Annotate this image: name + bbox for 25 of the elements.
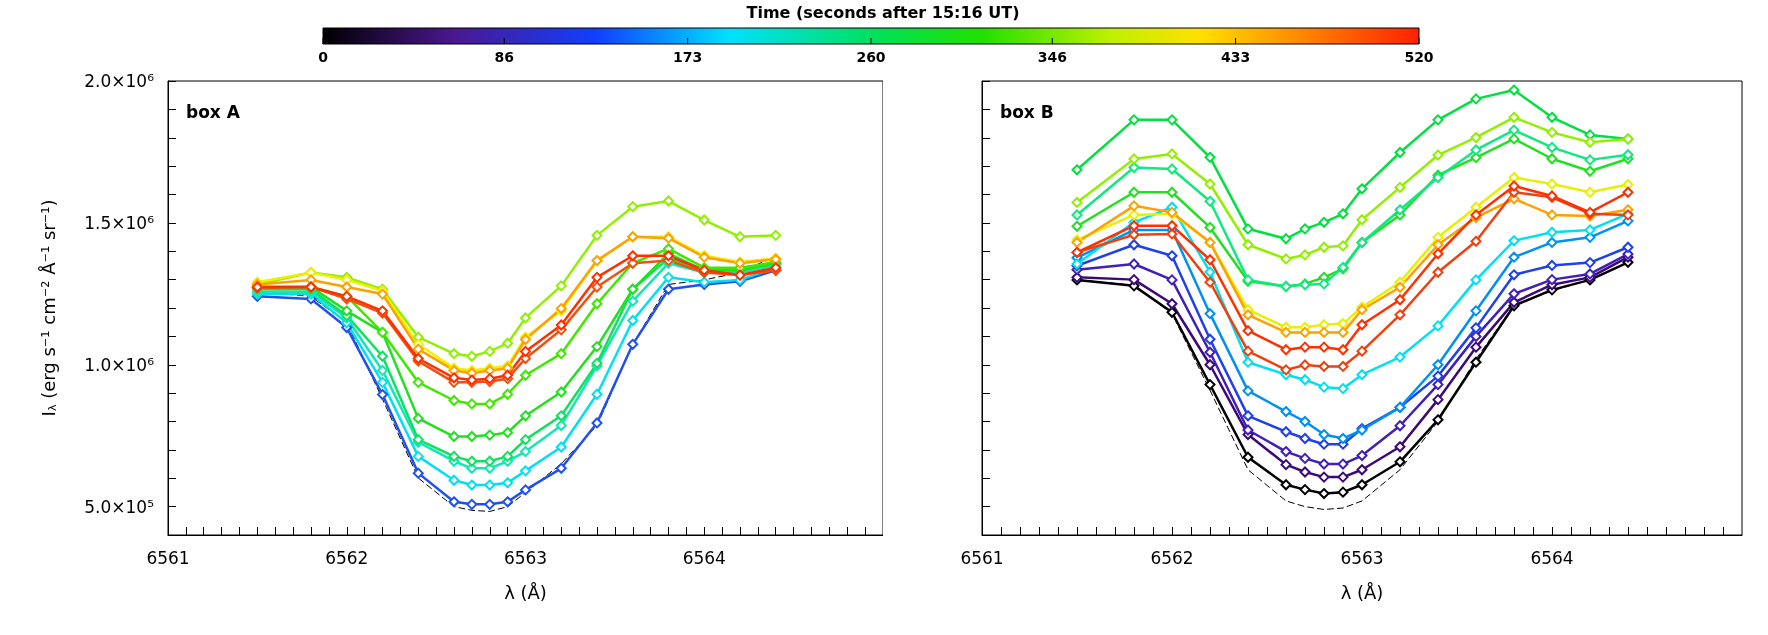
x-tick-label: 6561 [146, 547, 190, 568]
y-axis-title: Iλ (erg s⁻¹ cm⁻² Å⁻¹ sr⁻¹) [37, 199, 59, 417]
color-bar-label: 346 [1037, 49, 1067, 65]
x-tick-label: 6564 [682, 547, 726, 568]
color-bar-title: Time (seconds after 15:16 UT) [746, 2, 1020, 22]
y-tick-label: 1.5×10⁶ [84, 212, 155, 233]
x-tick-label: 6562 [325, 547, 369, 568]
x-axis-title: λ (Å) [504, 581, 547, 603]
color-bar-label: 520 [1404, 49, 1434, 65]
color-bar-label: 433 [1221, 49, 1251, 65]
color-bar-label: 173 [673, 49, 703, 65]
annotation: box B [1000, 101, 1054, 122]
color-bar-label: 86 [494, 49, 514, 65]
x-tick-label: 6561 [960, 547, 1004, 568]
x-tick-label: 6563 [503, 547, 548, 568]
y-tick-label: 2.0×10⁶ [84, 71, 155, 91]
y-tick-label: 5.0×10⁵ [84, 496, 154, 517]
x-tick-label: 6563 [1340, 547, 1384, 568]
color-bar-label: 260 [856, 49, 886, 65]
annotation: box A [186, 101, 241, 122]
x-tick-label: 6562 [1150, 547, 1194, 568]
y-tick-label: 1.0×10⁶ [84, 354, 155, 375]
color-bar-label: 0 [318, 49, 329, 65]
x-tick-label: 6564 [1530, 547, 1574, 568]
x-axis-title: λ (Å) [1340, 581, 1384, 603]
